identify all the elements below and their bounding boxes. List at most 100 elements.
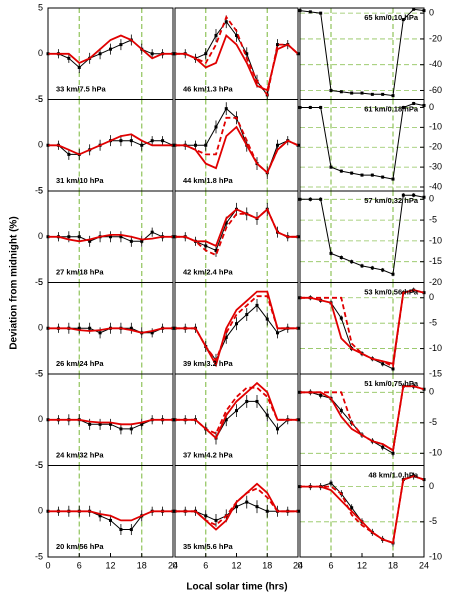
data-point <box>360 91 364 95</box>
data-point <box>129 326 133 330</box>
data-point <box>119 235 123 239</box>
data-point <box>224 107 228 111</box>
data-point <box>88 422 92 426</box>
y-tick-label: -5 <box>429 214 437 224</box>
y-tick-label: -10 <box>429 551 442 561</box>
data-point <box>204 52 208 56</box>
y-tick-label: 5 <box>38 368 43 378</box>
data-point <box>224 418 228 422</box>
y-tick-label: -20 <box>429 142 442 152</box>
data-point <box>150 139 154 143</box>
data-point <box>150 52 154 56</box>
y-tick-label: -5 <box>35 185 43 195</box>
data-point <box>381 445 385 449</box>
data-point <box>214 248 218 252</box>
data-point <box>329 481 333 485</box>
data-point <box>391 451 395 455</box>
data-point <box>194 143 197 147</box>
data-point <box>77 326 81 330</box>
x-tick-label: 18 <box>137 560 147 570</box>
x-tick-label: 0 <box>297 560 302 570</box>
data-point <box>235 33 238 37</box>
y-tick-label: -15 <box>429 368 442 378</box>
data-point <box>255 399 259 403</box>
series-line <box>300 102 425 180</box>
data-point <box>370 173 374 177</box>
y-tick-label: 0 <box>38 140 43 150</box>
panel-label: 48 km/1.0 hPa <box>368 470 418 479</box>
data-point <box>265 317 269 321</box>
series-line <box>300 289 425 365</box>
panel-label: 39 km/3.2 hPa <box>183 359 233 368</box>
data-point <box>339 169 343 173</box>
data-point <box>119 139 123 143</box>
series-line <box>299 8 425 97</box>
series-line <box>48 327 173 334</box>
y-tick-label: -5 <box>429 417 437 427</box>
y-tick-label: 0 <box>429 8 434 18</box>
y-tick-label: -5 <box>429 516 437 526</box>
data-point <box>339 90 343 94</box>
y-tick-label: 0 <box>429 194 434 204</box>
data-point <box>235 409 238 413</box>
y-tick-label: 0 <box>38 414 43 424</box>
series-line <box>300 385 425 452</box>
series-line <box>175 304 298 362</box>
data-point <box>88 239 92 243</box>
data-point <box>276 43 279 47</box>
y-tick-label: -10 <box>429 343 442 353</box>
series-line <box>300 194 425 275</box>
y-tick-label: 0 <box>429 292 434 302</box>
y-tick-label: 0 <box>38 506 43 516</box>
series-line <box>175 207 298 257</box>
data-point <box>235 505 238 509</box>
y-tick-label: -40 <box>429 59 442 69</box>
data-point <box>308 10 312 14</box>
data-point <box>119 427 123 431</box>
panel-label: 27 km/18 hPa <box>56 267 104 276</box>
data-point <box>319 105 323 109</box>
data-point <box>412 193 416 197</box>
data-point <box>77 65 81 69</box>
data-point <box>119 528 123 532</box>
y-tick-label: 5 <box>38 460 43 470</box>
data-point <box>319 197 323 201</box>
data-point <box>204 244 208 248</box>
data-point <box>255 505 259 509</box>
x-tick-label: 24 <box>168 560 178 570</box>
data-point <box>370 92 374 96</box>
data-point <box>140 143 144 147</box>
data-point <box>329 88 333 92</box>
panel-label: 51 km/0.75 hPa <box>364 379 419 388</box>
y-tick-label: -5 <box>35 94 43 104</box>
y-tick-label: 5 <box>38 2 43 12</box>
series-line <box>175 487 298 527</box>
data-point <box>88 326 92 330</box>
data-point <box>339 256 343 260</box>
y-tick-label: 5 <box>38 277 43 287</box>
y-tick-label: -5 <box>35 551 43 561</box>
data-point <box>235 322 238 326</box>
data-point <box>245 500 249 504</box>
data-point <box>350 506 354 510</box>
data-point <box>67 152 71 156</box>
data-point <box>109 47 112 51</box>
data-point <box>391 94 395 98</box>
data-point <box>161 139 165 143</box>
data-point <box>150 331 154 335</box>
data-point <box>360 173 364 177</box>
series-line <box>300 289 425 368</box>
series-line <box>300 475 425 545</box>
y-tick-label: 0 <box>429 481 434 491</box>
panel-label: 20 km/56 hPa <box>56 542 104 551</box>
data-point <box>98 52 102 56</box>
y-tick-label: -20 <box>429 277 442 287</box>
panel-label: 53 km/0.56 hPa <box>364 287 419 296</box>
data-point <box>140 422 144 426</box>
data-point <box>391 272 395 276</box>
x-tick-label: 6 <box>203 560 208 570</box>
panel-label: 37 km/4.2 hPa <box>183 450 233 459</box>
y-tick-label: 0 <box>429 102 434 112</box>
data-point <box>350 260 354 264</box>
data-point <box>109 422 112 426</box>
